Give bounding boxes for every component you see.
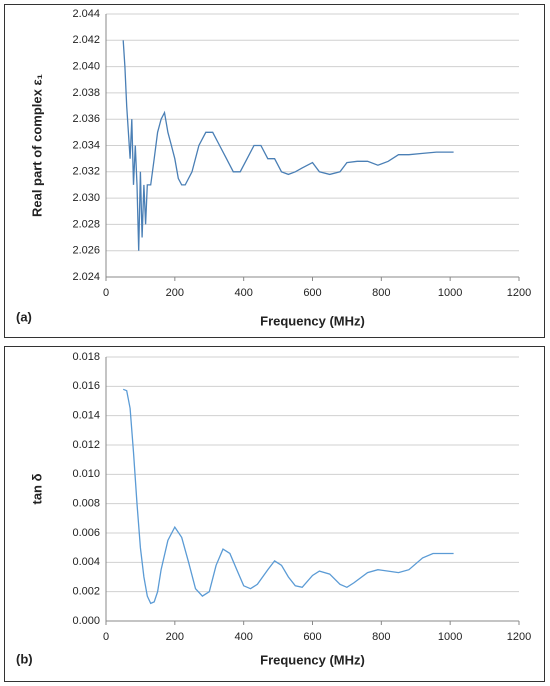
panel-border <box>4 4 545 338</box>
x-tick-label: 200 <box>166 287 184 299</box>
x-tick-label: 200 <box>166 631 184 643</box>
x-tick-label: 0 <box>103 287 109 299</box>
y-tick-label: 2.028 <box>72 218 100 230</box>
y-tick-label: 2.038 <box>72 87 100 99</box>
y-tick-label: 0.016 <box>72 380 100 392</box>
x-axis-title: Frequency (MHz) <box>260 652 365 667</box>
x-tick-label: 1000 <box>438 287 462 299</box>
y-tick-label: 0.014 <box>72 410 100 422</box>
y-tick-label: 2.042 <box>72 34 100 46</box>
x-tick-label: 800 <box>372 287 390 299</box>
y-tick-label: 2.034 <box>72 139 100 151</box>
x-axis-title: Frequency (MHz) <box>260 313 365 328</box>
y-tick-label: 2.032 <box>72 166 100 178</box>
y-tick-label: 0.018 <box>72 351 100 363</box>
panel-border <box>4 346 545 682</box>
y-tick-label: 2.044 <box>72 8 100 20</box>
x-tick-label: 400 <box>234 287 252 299</box>
y-tick-label: 0.006 <box>72 527 100 539</box>
y-tick-label: 0.000 <box>72 615 100 627</box>
data-line <box>122 388 454 605</box>
x-tick-label: 600 <box>303 287 321 299</box>
data-line <box>122 40 454 251</box>
y-tick-label: 0.002 <box>72 586 100 598</box>
y-tick-label: 0.004 <box>72 556 100 568</box>
x-tick-label: 600 <box>303 631 321 643</box>
y-tick-label: 2.026 <box>72 245 100 257</box>
y-axis-title: tan δ <box>29 473 44 504</box>
y-tick-label: 0.010 <box>72 468 100 480</box>
y-tick-label: 0.008 <box>72 498 100 510</box>
x-tick-label: 400 <box>234 631 252 643</box>
panel-label: (a) <box>16 309 32 324</box>
y-tick-label: 2.030 <box>72 192 100 204</box>
x-tick-label: 1200 <box>507 287 531 299</box>
y-axis-title: Real part of complex ε₁ <box>29 74 44 217</box>
x-tick-label: 1200 <box>507 631 531 643</box>
x-tick-label: 800 <box>372 631 390 643</box>
y-tick-label: 2.040 <box>72 61 100 73</box>
panel-label: (b) <box>16 651 33 666</box>
x-tick-label: 0 <box>103 631 109 643</box>
x-tick-label: 1000 <box>438 631 462 643</box>
y-tick-label: 2.036 <box>72 113 100 125</box>
y-tick-label: 2.024 <box>72 271 100 283</box>
y-tick-label: 0.012 <box>72 439 100 451</box>
